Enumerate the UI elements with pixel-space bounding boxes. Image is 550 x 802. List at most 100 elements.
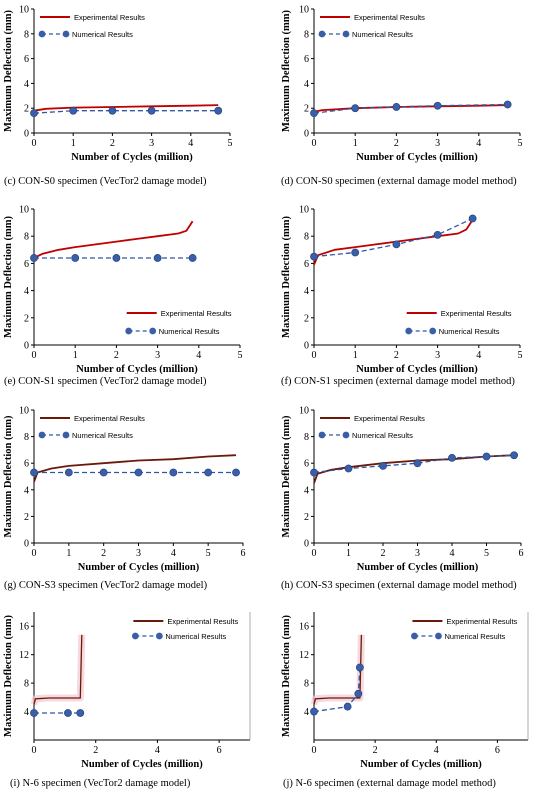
caption-h: (h) CON-S3 specimen (external damage mod… bbox=[281, 580, 517, 591]
x-tick-label: 2 bbox=[373, 745, 378, 756]
x-tick-label: 0 bbox=[32, 745, 37, 756]
numerical-data-point bbox=[355, 663, 364, 672]
caption-i: (i) N-6 specimen (VecTor2 damage model) bbox=[10, 778, 191, 789]
y-axis-title: Maximum Deflection (mm) bbox=[3, 10, 14, 132]
y-tick-label: 0 bbox=[24, 539, 29, 550]
numerical-data-point bbox=[503, 100, 512, 109]
numerical-data-point bbox=[392, 240, 401, 249]
chart-panel-j: 4 8 12 16 0 2 4 6 Number of Cycles (million) Maxi… bbox=[281, 612, 529, 770]
caption-d: (d) CON-S0 specimen (external damage mod… bbox=[281, 176, 517, 187]
experimental-glow bbox=[30, 634, 86, 706]
numerical-data-point bbox=[153, 254, 162, 262]
chart-panel-i: 4 8 12 16 0 2 4 6 Number of Cycles (million) Maxi… bbox=[3, 612, 251, 770]
x-tick-label: 0 bbox=[32, 548, 37, 559]
legend-experimental-label: Experimental Results bbox=[354, 414, 425, 423]
x-axis-title: Number of Cycles (million) bbox=[356, 364, 478, 374]
numerical-series-line bbox=[313, 217, 473, 258]
x-tick-label: 5 bbox=[518, 138, 523, 149]
numerical-data-point bbox=[510, 451, 518, 460]
chart-panel-f: 0 2 4 6 8 10 0 1 2 3 4 5 Number of Cycles (million) M… bbox=[281, 205, 523, 375]
legend-experimental-label: Experimental Results bbox=[354, 13, 425, 22]
x-tick-label: 4 bbox=[155, 745, 160, 756]
x-tick-label: 0 bbox=[312, 548, 317, 559]
legend-numerical-marker bbox=[38, 30, 46, 38]
numerical-data-point bbox=[344, 464, 353, 473]
y-tick-label: 2 bbox=[24, 313, 29, 324]
y-tick-label: 0 bbox=[304, 341, 309, 352]
legend-numerical-label: Numerical Results bbox=[72, 431, 133, 440]
caption-g: (g) CON-S3 specimen (VecTor2 damage mode… bbox=[4, 580, 208, 591]
y-axis-title: Maximum Deflection (mm) bbox=[281, 216, 292, 338]
chart-panel-h: 0 2 4 6 8 10 0 1 2 3 4 5 6 Number of Cycles (million)… bbox=[281, 406, 524, 574]
numerical-series-line bbox=[33, 110, 219, 114]
numerical-data-point bbox=[379, 461, 387, 470]
legend-numerical-marker bbox=[411, 632, 418, 640]
x-axis-title: Number of Cycles (million) bbox=[356, 152, 478, 163]
y-tick-label: 6 bbox=[24, 54, 29, 65]
x-tick-label: 1 bbox=[353, 350, 358, 361]
legend-experimental-label: Experimental Results bbox=[441, 309, 512, 318]
legend-numerical-label: Numerical Results bbox=[439, 327, 500, 336]
numerical-data-point bbox=[413, 459, 422, 468]
numerical-data-point bbox=[204, 468, 213, 477]
caption-j: (j) N-6 specimen (external damage model … bbox=[283, 778, 496, 789]
y-tick-label: 2 bbox=[24, 512, 29, 523]
legend-experimental-label: Experimental Results bbox=[74, 13, 145, 22]
y-tick-label: 8 bbox=[304, 29, 309, 40]
x-tick-label: 4 bbox=[196, 350, 201, 361]
numerical-data-point bbox=[482, 452, 491, 461]
x-tick-label: 3 bbox=[155, 350, 160, 361]
numerical-data-point bbox=[64, 468, 73, 477]
legend-numerical-label: Numerical Results bbox=[165, 632, 226, 641]
x-tick-label: 5 bbox=[484, 548, 489, 559]
x-tick-label: 0 bbox=[32, 138, 37, 149]
y-tick-label: 12 bbox=[299, 650, 309, 661]
numerical-data-point bbox=[69, 106, 78, 115]
numerical-data-point bbox=[76, 709, 85, 717]
y-tick-label: 8 bbox=[304, 232, 309, 243]
y-tick-label: 4 bbox=[24, 286, 29, 297]
x-tick-label: 4 bbox=[188, 138, 193, 149]
x-tick-label: 0 bbox=[312, 350, 317, 361]
experimental-series-line bbox=[33, 104, 219, 112]
y-tick-label: 16 bbox=[19, 622, 29, 633]
x-tick-label: 5 bbox=[238, 350, 243, 361]
legend-experimental-label: Experimental Results bbox=[74, 414, 145, 423]
caption-c: (c) CON-S0 specimen (VecTor2 damage mode… bbox=[4, 176, 207, 187]
legend-numerical-marker bbox=[149, 327, 157, 335]
chart-panel-d: 0 2 4 6 8 10 0 1 2 3 4 5 Number of Cycles (million) M… bbox=[281, 5, 523, 164]
y-tick-label: 6 bbox=[304, 459, 309, 470]
x-tick-label: 6 bbox=[519, 548, 524, 559]
y-tick-label: 6 bbox=[24, 459, 29, 470]
y-tick-label: 0 bbox=[304, 539, 309, 550]
y-tick-label: 12 bbox=[19, 650, 29, 661]
x-tick-label: 2 bbox=[101, 548, 106, 559]
x-tick-label: 4 bbox=[476, 138, 481, 149]
numerical-data-point bbox=[30, 109, 38, 118]
chart-panel-c: 0 2 4 6 8 10 0 1 2 3 4 5 Number of Cycles (million) M… bbox=[3, 5, 233, 164]
numerical-data-point bbox=[433, 101, 442, 110]
legend-numerical-marker bbox=[429, 327, 437, 335]
x-tick-label: 1 bbox=[346, 548, 351, 559]
y-tick-label: 8 bbox=[304, 432, 309, 443]
x-tick-label: 5 bbox=[206, 548, 211, 559]
x-tick-label: 6 bbox=[495, 745, 500, 756]
legend-numerical-label: Numerical Results bbox=[72, 30, 133, 39]
x-tick-label: 2 bbox=[381, 548, 386, 559]
y-tick-label: 4 bbox=[24, 485, 29, 496]
y-tick-label: 4 bbox=[304, 79, 309, 90]
x-tick-label: 3 bbox=[136, 548, 141, 559]
legend-numerical-marker bbox=[125, 327, 133, 335]
x-axis-title: Number of Cycles (million) bbox=[71, 152, 193, 163]
numerical-data-point bbox=[71, 254, 80, 262]
x-tick-label: 6 bbox=[217, 745, 222, 756]
legend-experimental-label: Experimental Results bbox=[167, 617, 238, 626]
numerical-data-point bbox=[214, 106, 223, 115]
numerical-data-point bbox=[351, 248, 360, 257]
numerical-data-point bbox=[392, 103, 401, 111]
x-tick-label: 0 bbox=[312, 745, 317, 756]
caption-f: (f) CON-S1 specimen (external damage mod… bbox=[281, 376, 515, 387]
caption-e: (e) CON-S1 specimen (VecTor2 damage mode… bbox=[4, 376, 207, 387]
legend-numerical-marker bbox=[62, 30, 70, 38]
x-tick-label: 3 bbox=[415, 548, 420, 559]
